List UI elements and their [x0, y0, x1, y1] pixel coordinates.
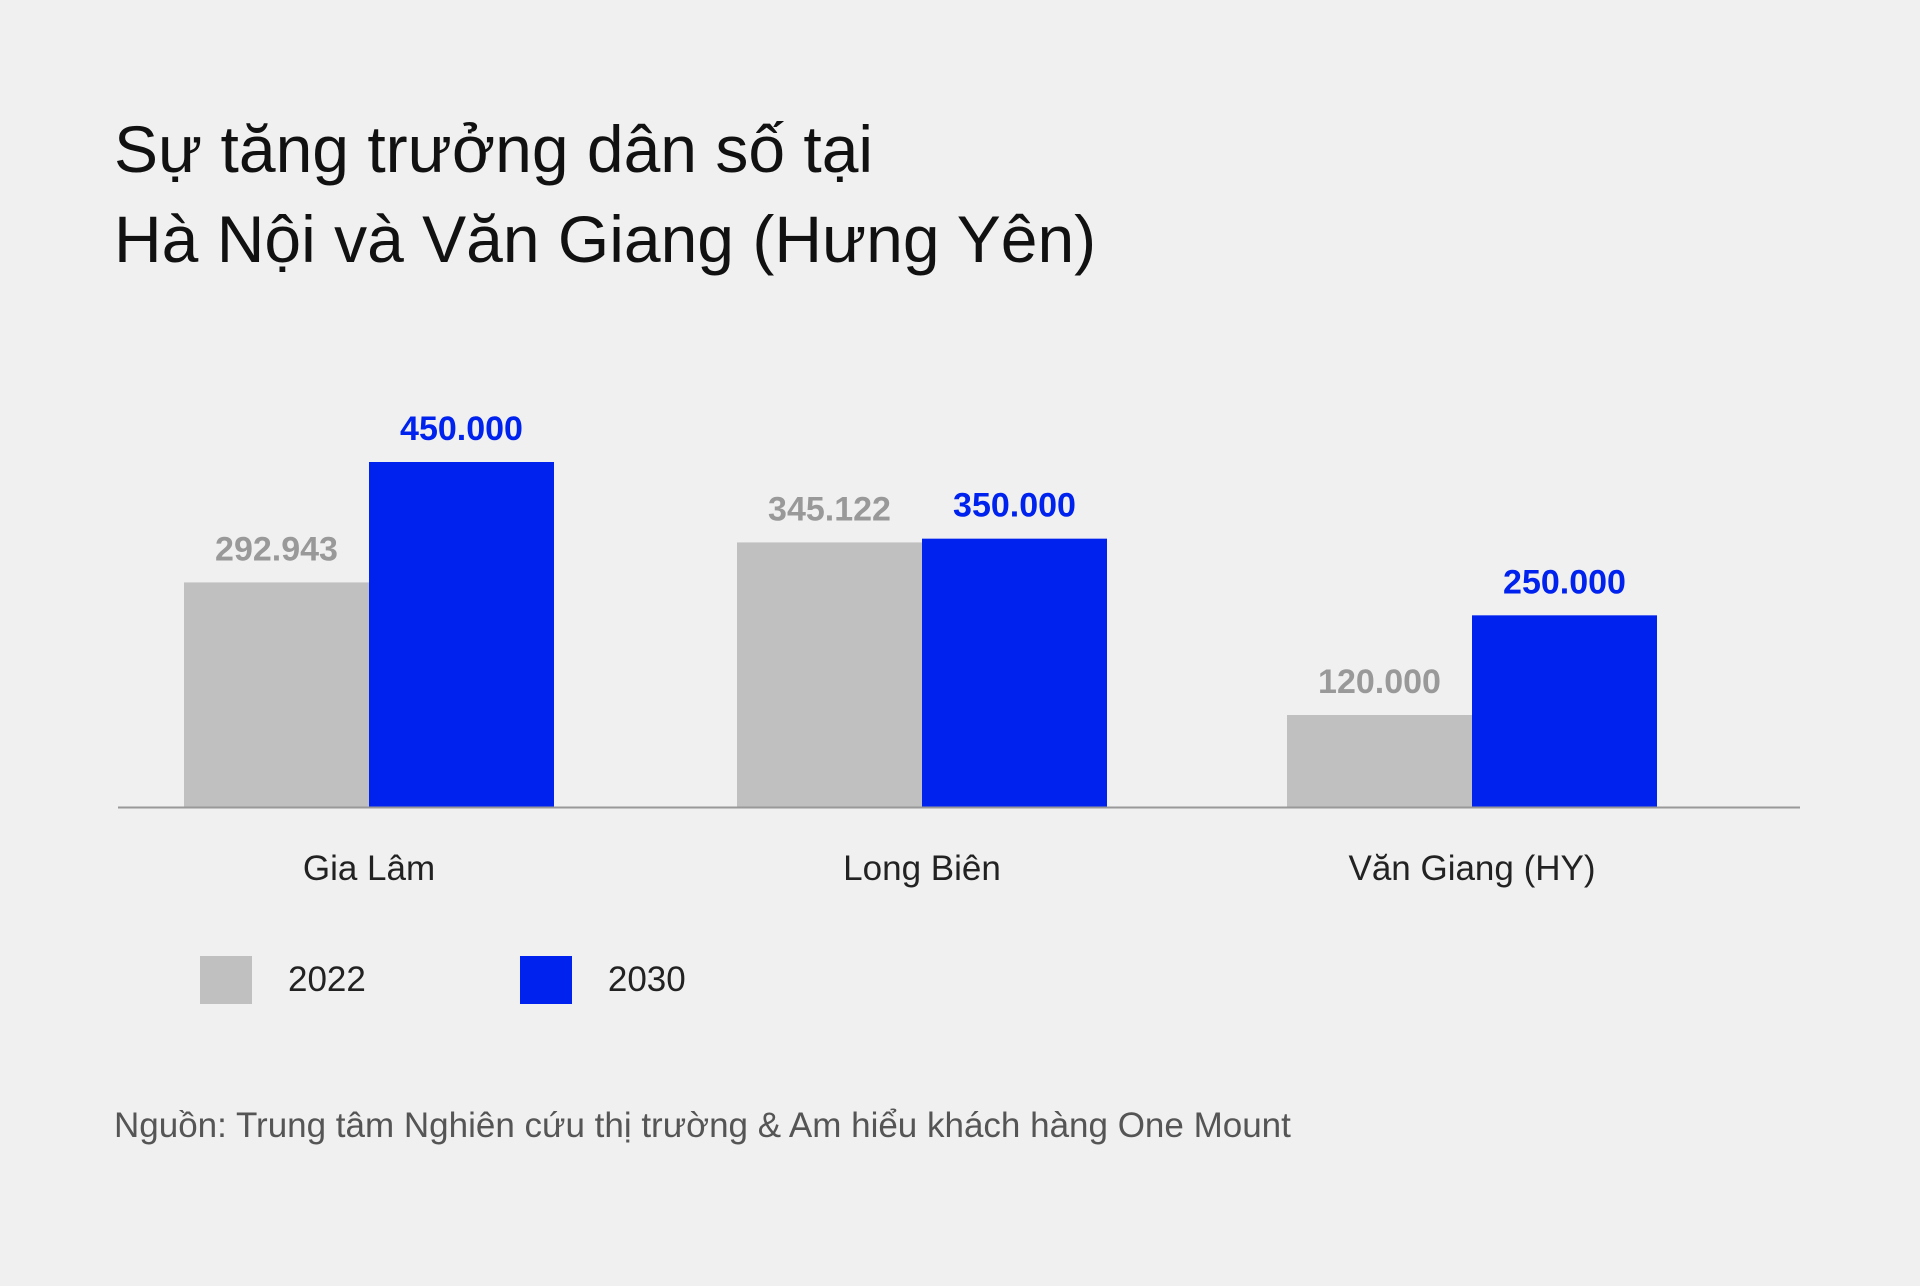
chart-title-line-2: Hà Nội và Văn Giang (Hưng Yên): [114, 202, 1097, 276]
category-label-1: Long Biên: [843, 849, 1001, 888]
category-label-2: Văn Giang (HY): [1348, 849, 1595, 888]
category-label-0: Gia Lâm: [303, 849, 435, 888]
bar-2030-2: [1472, 615, 1657, 807]
bar-2030-0: [369, 462, 554, 807]
bar-group-2: 120.000 250.000 Văn Giang (HY): [1287, 563, 1657, 888]
bar-2022-0: [184, 582, 369, 807]
bar-group-1: 345.122 350.000 Long Biên: [737, 487, 1107, 888]
legend-label-2022: 2022: [288, 960, 366, 999]
bar-chart: 292.943 450.000 Gia Lâm 345.122 350.000 Long …: [118, 410, 1800, 888]
bar-2022-1: [737, 542, 922, 807]
data-label-2022-2: 120.000: [1318, 663, 1441, 701]
data-label-2022-0: 292.943: [215, 530, 338, 568]
bar-group-0: 292.943 450.000 Gia Lâm: [184, 410, 554, 888]
legend-item-2022: 2022: [200, 956, 366, 1004]
bar-2022-2: [1287, 715, 1472, 807]
legend-label-2030: 2030: [607, 960, 686, 999]
legend-item-2030: 2030: [519, 956, 686, 1004]
data-label-2022-1: 345.122: [768, 490, 891, 528]
legend-swatch-2030: [519, 956, 572, 1004]
legend: 2022 2030: [200, 956, 840, 1004]
data-label-2030-1: 350.000: [953, 487, 1076, 525]
data-label-2030-2: 250.000: [1503, 563, 1626, 601]
data-label-2030-0: 450.000: [400, 410, 523, 448]
chart-title: Sự tăng trưởng dân số tại Hà Nội và Văn …: [114, 104, 1096, 284]
bar-2030-1: [922, 538, 1107, 807]
source-note: Nguồn: Trung tâm Nghiên cứu thị trường &…: [114, 1106, 1291, 1145]
chart-title-line-1: Sự tăng trưởng dân số tại: [114, 112, 874, 186]
legend-swatch-2022: [200, 956, 252, 1004]
